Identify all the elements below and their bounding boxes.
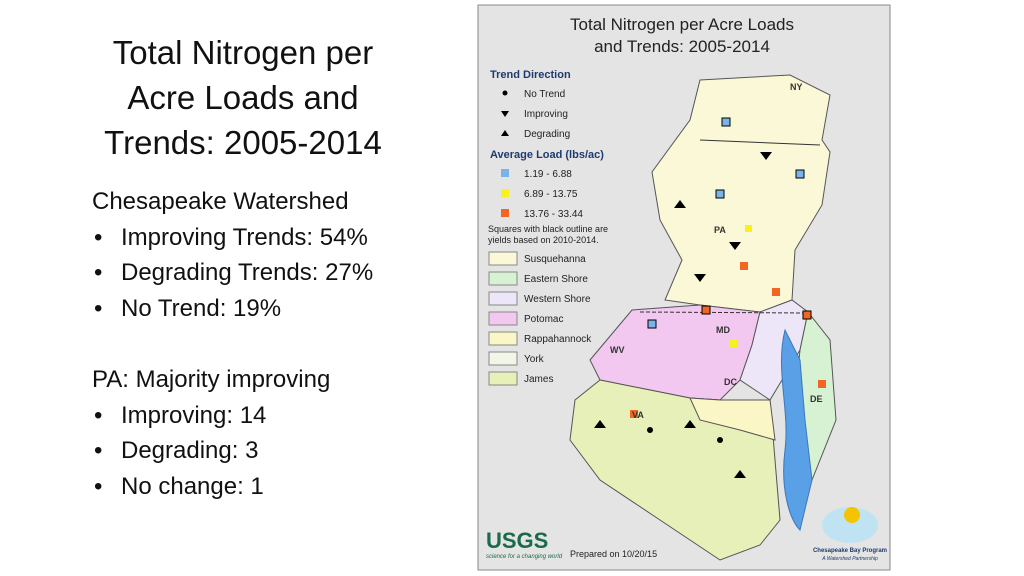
usgs-tagline: science for a changing world <box>486 554 563 560</box>
partner-logo <box>844 507 860 523</box>
bullet-list: Improving Trends: 54% Degrading Trends: … <box>92 220 373 327</box>
site-marker <box>717 437 723 443</box>
site-marker <box>715 189 725 199</box>
title-line: Acre Loads and <box>127 79 359 116</box>
legend-swatch <box>488 251 518 266</box>
legend-label: 1.19 - 6.88 <box>524 169 572 180</box>
site-marker <box>647 427 653 433</box>
bullet: Improving: 14 <box>92 398 373 434</box>
site-marker <box>630 410 638 418</box>
legend-symbol <box>501 189 509 197</box>
bullet: Degrading: 3 <box>92 433 373 469</box>
legend-swatch <box>488 311 518 326</box>
bay <box>780 328 813 531</box>
state-label: DC <box>724 377 737 387</box>
site-marker <box>772 288 780 296</box>
site-marker <box>721 117 731 127</box>
state-border <box>639 311 806 314</box>
site-marker <box>701 305 711 315</box>
bullet: No change: 1 <box>92 469 373 505</box>
legend-note: yields based on 2010-2014. <box>488 235 599 245</box>
state-labels: NY PA MD WV DC VA DE <box>610 82 823 420</box>
section-heading: PA: Majority improving <box>92 366 331 393</box>
legend-label: York <box>524 354 545 365</box>
legend-label: Rappahannock <box>524 334 592 345</box>
site-marker <box>802 310 812 320</box>
legend-symbol <box>501 130 509 136</box>
state-label: WV <box>610 345 625 355</box>
site-marker <box>694 274 706 282</box>
prepared-date: Prepared on 10/20/15 <box>570 549 657 559</box>
legend-symbol <box>501 209 509 217</box>
title-line: Total Nitrogen per <box>112 34 374 71</box>
site-marker <box>740 262 748 270</box>
bullet: Improving Trends: 54% <box>92 220 373 256</box>
legend-swatch <box>488 331 518 346</box>
state-border <box>699 139 821 146</box>
legend-label: 6.89 - 13.75 <box>524 189 578 200</box>
site-marker <box>729 242 741 250</box>
legend-swatch <box>488 371 518 386</box>
title-line: Trends: 2005-2014 <box>104 124 382 161</box>
state-label: VA <box>632 410 644 420</box>
state-label: PA <box>714 225 726 235</box>
bullet-list: Improving: 14 Degrading: 3 No change: 1 <box>92 398 373 505</box>
site-marker <box>818 380 826 388</box>
legend: Trend Direction No Trend Improving Degra… <box>488 69 608 386</box>
slide-title: Total Nitrogen per Acre Loads and Trends… <box>60 30 426 165</box>
site-marker <box>760 152 772 160</box>
site-marker <box>734 470 746 478</box>
map-title: Total Nitrogen per Acre Loads <box>570 15 794 34</box>
legend-label: Susquehanna <box>524 254 586 265</box>
partner-logo <box>822 507 878 543</box>
legend-symbol <box>501 169 509 177</box>
partner-tagline: A Watershed Partnership <box>821 556 878 562</box>
legend-label: Eastern Shore <box>524 274 588 285</box>
map-title: and Trends: 2005-2014 <box>594 37 770 56</box>
state-label: DE <box>810 394 823 404</box>
state-label: NY <box>790 82 803 92</box>
bullet: No Trend: 19% <box>92 291 373 327</box>
map: NY PA MD WV DC VA DE Total Nitrogen per … <box>477 4 891 571</box>
legend-heading: Trend Direction <box>490 69 571 81</box>
site-marker <box>795 169 805 179</box>
site-marker <box>730 340 737 347</box>
legend-label: 13.76 - 33.44 <box>524 209 583 220</box>
legend-label: Improving <box>524 109 568 120</box>
section-heading: Chesapeake Watershed <box>92 188 349 215</box>
legend-symbol <box>502 90 508 96</box>
legend-label: Western Shore <box>524 294 591 305</box>
legend-swatch <box>488 351 518 366</box>
bullet: Degrading Trends: 27% <box>92 255 373 291</box>
legend-swatch <box>488 271 518 286</box>
site-marker <box>684 420 696 428</box>
legend-swatch <box>488 291 518 306</box>
legend-label: James <box>524 374 553 385</box>
slide-body: Chesapeake Watershed Improving Trends: 5… <box>92 184 373 504</box>
state-label: MD <box>716 325 730 335</box>
site-marker <box>594 420 606 428</box>
legend-symbol <box>501 111 509 117</box>
site-marker <box>745 225 752 232</box>
site-marker <box>674 200 686 208</box>
legend-heading: Average Load (lbs/ac) <box>490 149 604 161</box>
partner-name: Chesapeake Bay Program <box>813 548 887 554</box>
legend-label: Degrading <box>524 129 570 140</box>
site-markers <box>594 117 826 478</box>
legend-label: No Trend <box>524 89 565 100</box>
legend-note: Squares with black outline are <box>488 224 608 234</box>
usgs-logo: USGS <box>486 528 548 553</box>
rappahannock-region <box>689 397 776 441</box>
legend-label: Potomac <box>524 314 563 325</box>
site-marker <box>647 319 657 329</box>
